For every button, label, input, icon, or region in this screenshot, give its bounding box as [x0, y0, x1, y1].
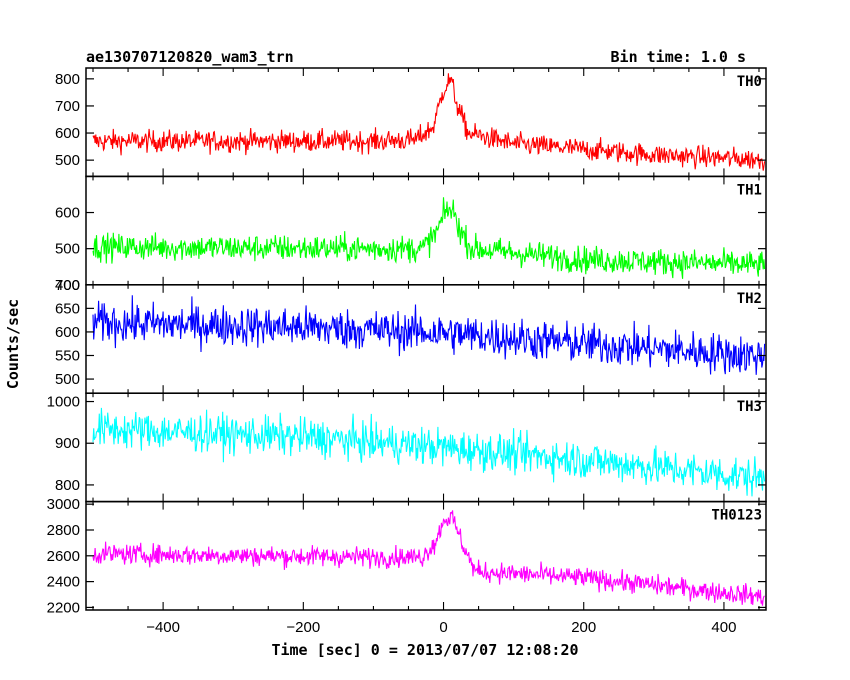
panel-label-th0123: TH0123 [711, 508, 762, 524]
y-tick-label: 500 [55, 241, 80, 258]
x-tick-label: 400 [711, 619, 736, 636]
y-tick-label: 500 [55, 371, 80, 388]
y-tick-label: 1000 [47, 394, 80, 411]
series-line-th0 [92, 73, 766, 171]
y-tick-label: 600 [55, 324, 80, 341]
series-line-th2 [92, 295, 766, 375]
x-tick-label: −200 [286, 619, 320, 636]
panel-label-th1: TH1 [737, 182, 762, 198]
y-tick-label: 650 [55, 300, 80, 317]
y-tick-label: 2200 [47, 599, 80, 616]
y-tick-label: 3000 [47, 496, 80, 513]
y-tick-label: 700 [55, 98, 80, 115]
x-tick-label: 200 [571, 619, 596, 636]
y-tick-label: 2400 [47, 574, 80, 591]
bin-time-label: Bin time: 1.0 s [611, 48, 746, 66]
y-tick-label: 700 [55, 277, 80, 294]
panel-label-th0: TH0 [737, 74, 762, 90]
y-tick-label: 800 [55, 477, 80, 494]
y-tick-label: 600 [55, 205, 80, 222]
y-tick-label: 2600 [47, 548, 80, 565]
y-tick-label: 900 [55, 435, 80, 452]
panel-frame-th0123 [85, 500, 767, 611]
x-axis-label: Time [sec] 0 = 2013/07/07 12:08:20 [271, 641, 578, 659]
series-line-th0123 [92, 510, 765, 606]
series-line-th1 [92, 197, 766, 279]
y-tick-label: 2800 [47, 522, 80, 539]
panel-label-th3: TH3 [737, 399, 762, 415]
x-tick-label: 0 [439, 619, 447, 636]
panel-frame-th0 [85, 67, 767, 178]
y-tick-label: 400 [55, 277, 80, 294]
y-tick-label: 550 [55, 347, 80, 364]
series-line-th3 [92, 407, 766, 497]
x-tick-label: −400 [146, 619, 180, 636]
y-axis-label: Counts/sec [4, 299, 22, 389]
y-tick-label: 600 [55, 125, 80, 142]
y-tick-label: 800 [55, 71, 80, 88]
y-tick-label: 500 [55, 152, 80, 169]
panels-group: 500 600 700 800 TH0 400 500 600 TH1 500 550 600 650 7… [47, 67, 767, 636]
panel-label-th2: TH2 [737, 291, 762, 307]
chart-title: ae130707120820_wam3_trn [86, 48, 294, 66]
